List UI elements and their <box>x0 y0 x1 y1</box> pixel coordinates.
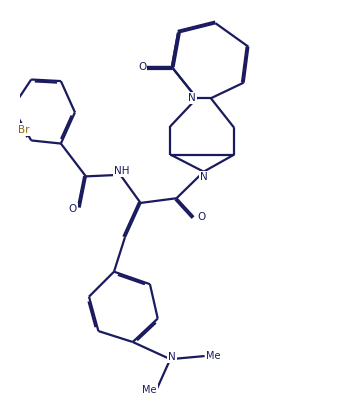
Text: Me: Me <box>142 385 157 396</box>
Text: N: N <box>168 352 176 362</box>
Text: O: O <box>197 212 206 222</box>
Text: N: N <box>200 172 208 182</box>
Text: NH: NH <box>114 166 130 176</box>
Text: O: O <box>68 204 77 214</box>
Text: Br: Br <box>18 124 29 135</box>
Text: N: N <box>188 93 196 103</box>
Text: Me: Me <box>206 351 221 361</box>
Text: O: O <box>138 62 146 72</box>
